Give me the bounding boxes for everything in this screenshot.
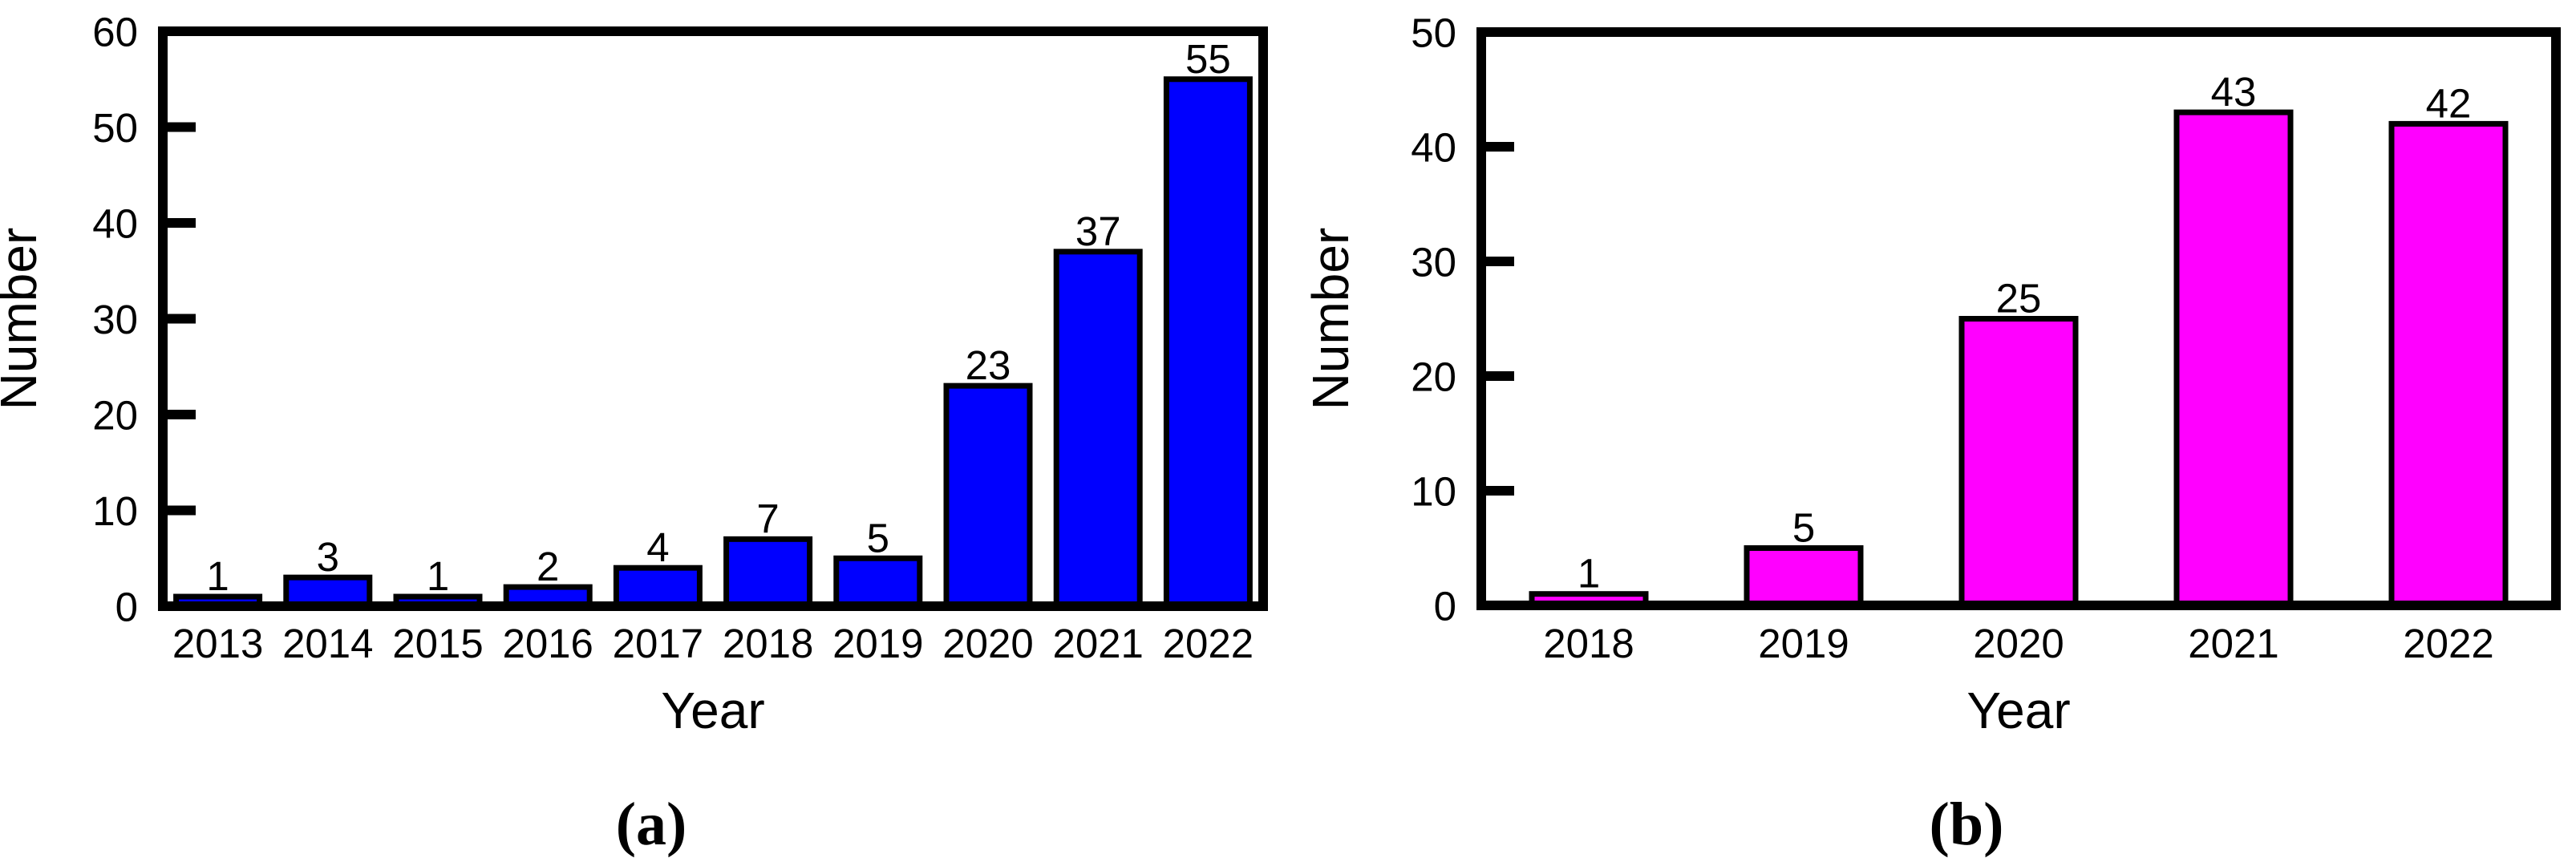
value-label-b-2019: 5 [1792,505,1815,551]
y-tick-label-a-60: 60 [92,9,138,55]
y-tick-label-a-10: 10 [92,488,138,534]
value-label-a-2020: 23 [966,342,1011,388]
caption-b: (b) [1930,791,2004,858]
y-axis-label-b: Number [1302,228,1359,411]
bar-b-2020 [1958,316,2079,609]
value-label-a-2016: 2 [537,544,559,589]
x-tick-label-b-2018: 2018 [1543,621,1634,666]
y-tick-label-b-20: 20 [1411,354,1456,399]
bar-b-2022 [2388,120,2509,609]
y-axis-label-a: Number [0,228,47,411]
y-tick-label-b-0: 0 [1434,583,1456,629]
bar-chart-panel-b: 1 2018 5 2019 25 2020 43 2021 42 2022 0 10 20 30 40 50 N… [1302,10,2561,858]
x-tick-label-a-2018: 2018 [723,621,813,666]
x-tick-label-a-2021: 2021 [1052,621,1143,666]
caption-a: (a) [616,791,687,858]
y-tick-label-b-40: 40 [1411,124,1456,170]
x-tick-label-b-2020: 2020 [1973,621,2064,666]
bar-a-2020 [943,382,1033,609]
x-tick-label-a-2016: 2016 [502,621,593,666]
value-label-a-2013: 1 [206,553,229,599]
value-label-a-2014: 3 [317,534,339,580]
bar-chart-panel-a: 1201332014120152201642017720185201923202… [0,9,1268,858]
value-label-a-2019: 5 [867,515,889,560]
x-axis-label-b: Year [1966,682,2070,739]
x-tick-label-a-2014: 2014 [282,621,373,666]
y-tick-label-a-30: 30 [92,297,138,342]
value-label-b-2022: 42 [2426,80,2472,126]
x-tick-label-a-2015: 2015 [392,621,483,666]
y-tick-label-a-50: 50 [92,105,138,151]
value-label-b-2021: 43 [2211,69,2257,115]
bar-a-2021 [1053,249,1143,609]
x-tick-label-a-2013: 2013 [172,621,263,666]
bar-a-2017 [613,565,703,609]
value-label-b-2020: 25 [1996,276,2042,322]
value-label-a-2017: 4 [646,524,669,570]
y-tick-label-b-30: 30 [1411,239,1456,285]
x-tick-label-a-2022: 2022 [1163,621,1254,666]
y-tick-label-b-50: 50 [1411,10,1456,55]
plot-frame-b [1476,27,2561,610]
bar-a-2022 [1163,76,1253,609]
bar-b-2019 [1744,545,1864,609]
x-tick-label-b-2021: 2021 [2188,621,2278,666]
x-axis-label-a: Year [661,682,764,739]
value-label-a-2015: 1 [427,553,449,599]
bar-b-2021 [2173,109,2294,609]
x-tick-label-b-2019: 2019 [1758,621,1849,666]
value-label-b-2018: 1 [1578,551,1600,597]
value-label-a-2022: 55 [1185,36,1231,82]
x-tick-label-a-2019: 2019 [832,621,923,666]
y-tick-label-a-0: 0 [115,584,138,629]
x-tick-label-a-2017: 2017 [613,621,703,666]
y-tick-label-b-10: 10 [1411,468,1456,514]
y-tick-label-a-40: 40 [92,200,138,246]
value-label-a-2021: 37 [1075,208,1121,254]
value-label-a-2018: 7 [756,496,779,541]
y-tick-label-a-20: 20 [92,392,138,438]
x-tick-label-a-2020: 2020 [942,621,1033,666]
bar-a-2019 [833,555,923,609]
bar-a-2018 [723,536,813,609]
x-tick-label-b-2022: 2022 [2403,621,2493,666]
